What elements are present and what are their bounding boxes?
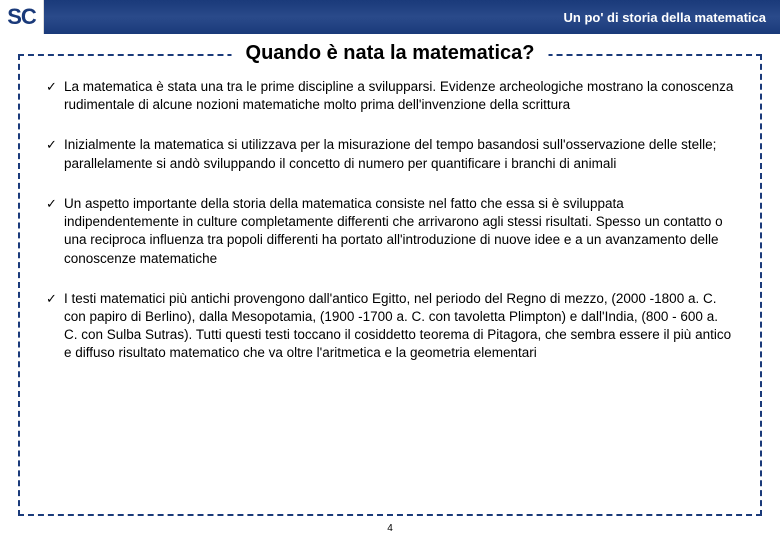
bullet-text: Un aspetto importante della storia della… xyxy=(64,195,734,268)
list-item: ✓ Un aspetto importante della storia del… xyxy=(46,195,734,268)
bullet-list: ✓ La matematica è stata una tra le prime… xyxy=(20,56,760,373)
check-icon: ✓ xyxy=(46,78,60,96)
list-item: ✓ I testi matematici più antichi proveng… xyxy=(46,290,734,363)
bullet-text: La matematica è stata una tra le prime d… xyxy=(64,78,734,114)
check-icon: ✓ xyxy=(46,290,60,308)
bullet-text: I testi matematici più antichi provengon… xyxy=(64,290,734,363)
logo: SC xyxy=(0,0,44,34)
list-item: ✓ Inizialmente la matematica si utilizza… xyxy=(46,136,734,172)
header-bar: SC Un po' di storia della matematica xyxy=(0,0,780,34)
check-icon: ✓ xyxy=(46,195,60,213)
logo-text: SC xyxy=(7,4,36,30)
content-box: Quando è nata la matematica? ✓ La matema… xyxy=(18,54,762,516)
page-number: 4 xyxy=(387,523,393,534)
section-title: Quando è nata la matematica? xyxy=(232,42,549,65)
header-title: Un po' di storia della matematica xyxy=(564,10,766,25)
check-icon: ✓ xyxy=(46,136,60,154)
bullet-text: Inizialmente la matematica si utilizzava… xyxy=(64,136,734,172)
list-item: ✓ La matematica è stata una tra le prime… xyxy=(46,78,734,114)
